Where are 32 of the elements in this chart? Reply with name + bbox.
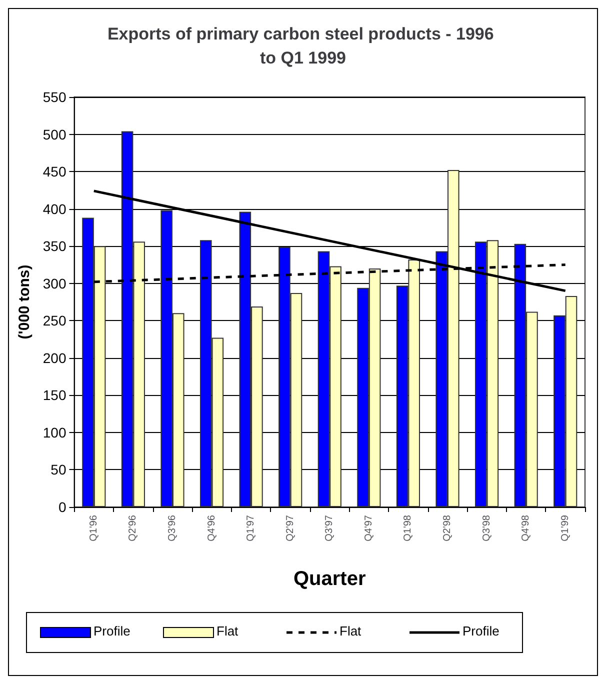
x-tick-label: Q4'98 — [520, 514, 532, 542]
y-tick-label: 250 — [42, 312, 66, 329]
y-tick-label: 450 — [42, 164, 66, 180]
x-axis-title: Quarter — [294, 568, 366, 590]
y-tick-label: 0 — [58, 499, 66, 515]
x-tick-label: Q1'97 — [246, 514, 257, 542]
x-tick-label: Q1'96 — [88, 514, 100, 542]
y-tick-label: 200 — [42, 350, 66, 366]
y-tick-label: 400 — [42, 200, 66, 217]
x-tick-label: Q3'98 — [481, 514, 492, 542]
y-axis-title: ('000 tons) — [16, 264, 33, 340]
legend-label: Profile — [462, 624, 500, 638]
y-tick-label: 500 — [42, 126, 66, 142]
x-tick-label: Q2'97 — [284, 514, 296, 542]
chart-title: Exports of primary carbon steel products - 1996 to Q1 1999 — [107, 24, 499, 68]
x-tick-label: Q3'96 — [166, 514, 178, 542]
y-tick-label: 50 — [50, 462, 66, 478]
legend-label: Flat — [216, 624, 239, 638]
y-tick-label: 150 — [42, 387, 66, 404]
y-tick-label: 300 — [42, 275, 66, 292]
y-tick-label: 350 — [42, 238, 66, 254]
x-tick-label: Q4'97 — [363, 514, 374, 542]
x-tick-label: Q1'98 — [402, 514, 414, 542]
x-tick-label: Q1'99 — [560, 514, 571, 542]
y-tick-label: 550 — [42, 89, 66, 105]
x-tick-label: Q2'98 — [442, 514, 453, 542]
y-tick-label: 100 — [42, 424, 66, 440]
x-tick-label: Q4'96 — [206, 514, 218, 542]
x-tick-label: Q3'97 — [324, 514, 336, 542]
x-tick-label: Q2'96 — [128, 514, 139, 542]
legend-label: Profile — [94, 624, 130, 638]
legend-label: Flat — [340, 624, 362, 638]
